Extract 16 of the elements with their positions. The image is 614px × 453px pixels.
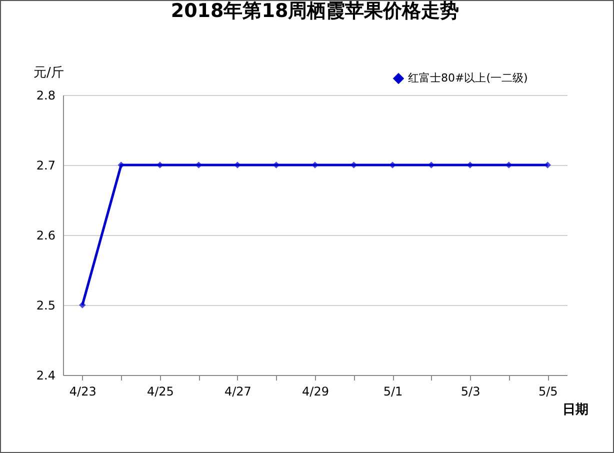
legend-label: 红富士80#以上(一二级)	[408, 72, 528, 84]
y-tick-label: 2.4	[36, 368, 56, 382]
x-tick-label: 5/5	[538, 384, 558, 398]
x-axis-title: 日期	[562, 402, 588, 418]
y-tick-label: 2.5	[36, 298, 56, 312]
x-tick-label: 5/3	[460, 384, 480, 398]
y-tick-label: 2.7	[36, 158, 56, 172]
x-tick-label: 4/25	[146, 384, 174, 398]
y-axis-title: 元/斤	[34, 66, 64, 80]
y-tick-label: 2.8	[36, 88, 56, 102]
x-tick-label: 4/23	[69, 384, 96, 398]
x-tick-label: 5/1	[383, 384, 403, 398]
chart-title: 2018年第18周栖霞苹果价格走势	[170, 0, 460, 22]
x-tick-label: 4/27	[224, 384, 252, 398]
x-tick-label: 4/29	[302, 384, 329, 398]
y-tick-label: 2.6	[36, 228, 56, 242]
